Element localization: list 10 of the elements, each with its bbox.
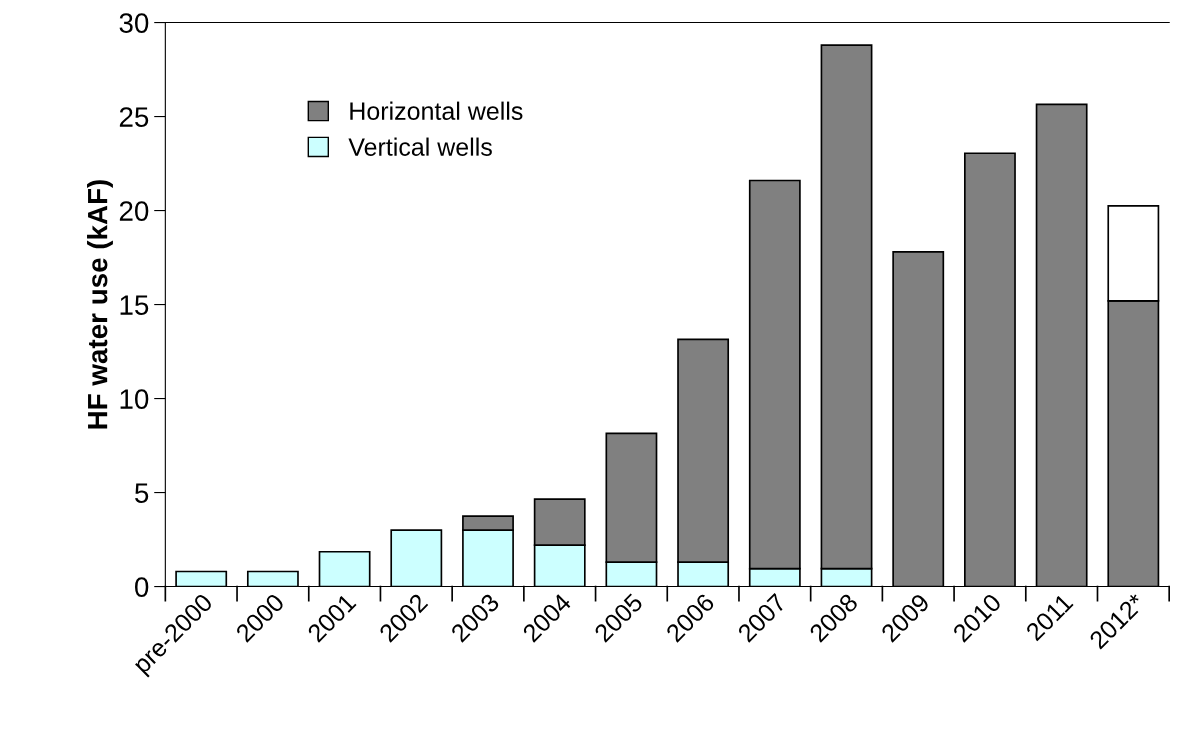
- y-tick-label: 25: [119, 107, 149, 127]
- legend-label: Horizontal wells: [350, 101, 523, 120]
- y-tick-label: 30: [119, 13, 149, 33]
- y-tick-label: 15: [120, 295, 149, 315]
- y-tick-label: 5: [135, 483, 149, 503]
- y-tick-label: 0: [135, 577, 149, 597]
- y-tick-label: 10: [120, 389, 149, 409]
- legend-label: Vertical wells: [348, 137, 492, 156]
- y-axis-title: HF water use (kAF): [87, 180, 113, 429]
- y-tick-label: 20: [119, 201, 149, 221]
